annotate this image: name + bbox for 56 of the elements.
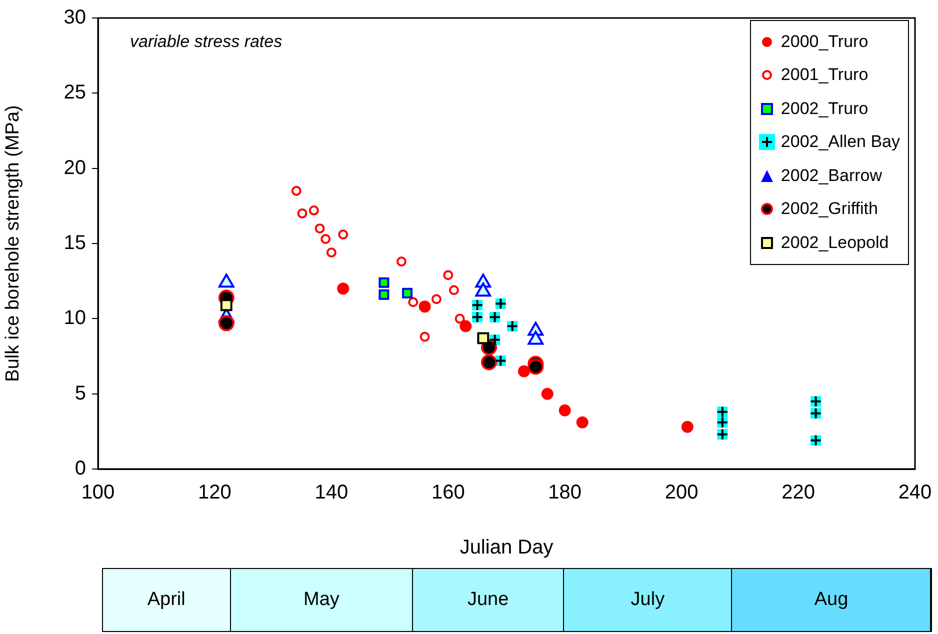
point <box>337 282 350 295</box>
x-tick-label: 120 <box>198 482 232 504</box>
legend-label: 2002_Allen Bay <box>780 132 900 152</box>
legend-label: 2001_Truro <box>780 65 868 86</box>
point <box>291 186 302 196</box>
point <box>558 404 571 416</box>
point <box>418 300 431 313</box>
point <box>320 234 331 244</box>
x-tick-label: 100 <box>81 482 115 504</box>
point <box>326 248 336 258</box>
y-tick-label: 20 <box>64 156 86 179</box>
point <box>448 285 459 296</box>
point <box>443 270 454 280</box>
legend-label: 2002_Truro <box>780 98 868 119</box>
legend-label: 2002_Leopold <box>780 232 889 253</box>
point <box>378 289 390 300</box>
point <box>338 229 348 240</box>
point <box>431 294 442 304</box>
point <box>297 208 308 218</box>
x-tick-label: 200 <box>664 482 698 504</box>
point <box>528 358 544 375</box>
y-tick-label: 0 <box>74 458 86 480</box>
point <box>681 420 694 433</box>
point <box>420 332 430 342</box>
y-tick-label: 10 <box>64 307 86 330</box>
annotation: variable stress rates <box>130 32 283 52</box>
point <box>576 416 588 428</box>
point <box>308 205 319 216</box>
point <box>460 320 472 332</box>
y-tick-label: 25 <box>64 82 86 104</box>
x-tick-label: 240 <box>898 482 932 504</box>
x-tick-label: 160 <box>431 482 465 504</box>
point <box>220 299 232 312</box>
x-tick-label: 220 <box>782 482 815 504</box>
y-tick-label: 30 <box>64 6 86 29</box>
x-tick-label: 180 <box>548 482 582 504</box>
x-axis-title: Julian Day <box>460 536 554 559</box>
month-strip: April May June July Aug <box>102 568 932 632</box>
point <box>402 288 413 298</box>
point <box>454 314 465 324</box>
y-axis-title: Bulk ice borehole strength (MPa) <box>2 105 24 382</box>
point <box>480 354 497 370</box>
y-tick-label: 5 <box>74 382 86 404</box>
point <box>477 332 490 344</box>
point <box>408 297 418 308</box>
point <box>518 365 530 378</box>
point <box>218 315 234 332</box>
legend-label: 2000_Truro <box>780 32 868 52</box>
point <box>314 223 325 234</box>
legend-label: 2002_Griffith <box>780 199 878 220</box>
point <box>541 388 554 400</box>
point <box>378 277 390 288</box>
y-tick-label: 15 <box>64 232 86 254</box>
point <box>396 256 406 267</box>
legend-label: 2002_Barrow <box>780 166 882 186</box>
x-tick-label: 140 <box>314 482 348 504</box>
